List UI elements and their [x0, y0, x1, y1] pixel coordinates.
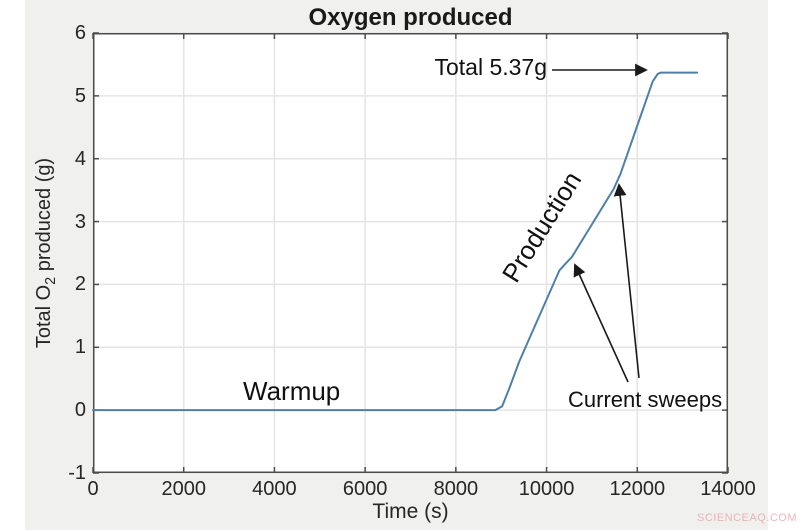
x-tick-label: 6000 [342, 478, 388, 500]
x-tick-label: 4000 [252, 478, 297, 500]
x-tick-label: 14000 [700, 478, 756, 500]
y-tick-labels: -1 0 1 2 3 4 5 6 [26, 22, 86, 484]
y-tick-label: 6 [74, 22, 86, 44]
x-tick-labels: 0 2000 4000 6000 8000 10000 12000 14000 [87, 478, 755, 502]
x-tick-label: 0 [87, 478, 99, 500]
plot-area: Warmup Production Current sweeps Total 5… [92, 32, 729, 474]
chart-title: Oxygen produced [308, 4, 513, 31]
y-tick-label: 0 [74, 399, 86, 422]
annotation-warmup: Warmup [243, 376, 341, 406]
annotation-current-sweeps: Current sweeps [568, 387, 723, 412]
y-tick-label: 2 [74, 273, 86, 296]
y-tick-label: 3 [74, 210, 86, 233]
y-tick-label: 5 [74, 84, 86, 107]
x-tick-label: 10000 [518, 478, 575, 500]
x-tick-label: 8000 [433, 478, 479, 500]
x-tick-label: 12000 [609, 478, 666, 500]
x-axis-label: Time (s) [372, 500, 449, 523]
y-tick-label: 1 [74, 336, 86, 359]
y-tick-label: -1 [68, 462, 86, 484]
x-tick-label: 2000 [161, 478, 206, 500]
y-tick-label: 4 [74, 147, 86, 170]
annotation-total: Total 5.37g [434, 54, 547, 80]
chart-canvas [92, 32, 729, 474]
watermark: SCIENCEAQ.COM [697, 512, 798, 524]
